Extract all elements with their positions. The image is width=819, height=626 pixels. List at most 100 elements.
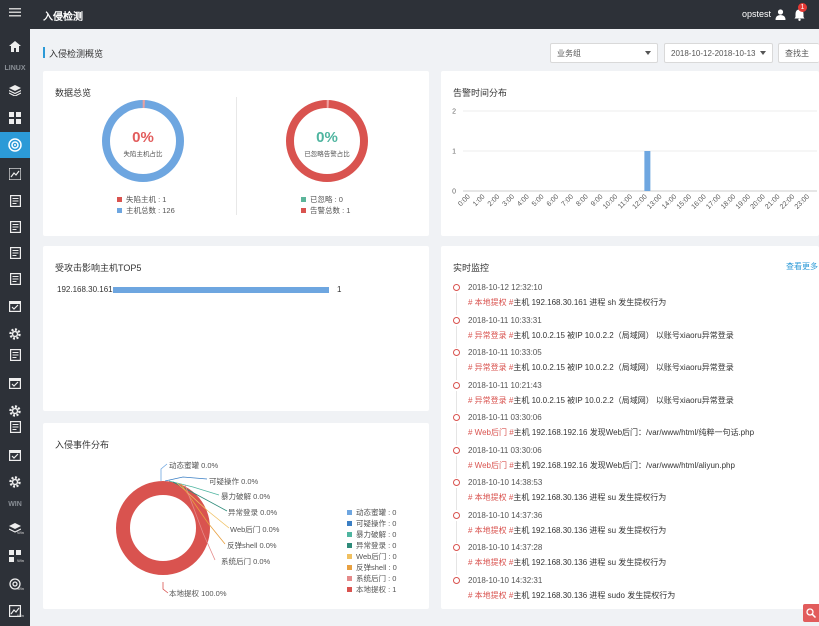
host-percent: 0% (132, 129, 154, 146)
alarm-bar[interactable] (644, 151, 651, 191)
alarm-time-card: 告警时间分布 0 1 2 0:00 1:00 2:00 3:00 4:00 5:00 6:00 7:… (441, 71, 819, 236)
chevron-down-icon (760, 51, 766, 55)
x-tick-label: 20:00 (749, 193, 766, 210)
doc-icon[interactable] (0, 417, 30, 437)
events-pie-chart (116, 463, 230, 594)
monitor-item-tag[interactable]: # Web后门 # (468, 428, 514, 437)
monitor-item-desc: # 异常登录 #主机 10.0.2.15 被IP 10.0.2.2（局域网） 以… (468, 330, 734, 341)
gear-icon[interactable] (0, 472, 30, 492)
divider (236, 97, 237, 215)
events-legend-item[interactable]: 系统后门 : 0 (347, 573, 397, 584)
x-tick-label: 13:00 (646, 193, 663, 210)
doc-icon[interactable] (0, 217, 30, 237)
x-tick-label: 11:00 (617, 193, 634, 210)
float-search-button[interactable] (803, 604, 819, 622)
alarm-time-title: 告警时间分布 (453, 88, 508, 98)
home-icon[interactable] (0, 36, 30, 56)
monitor-item-tag[interactable]: # 异常登录 # (468, 330, 514, 340)
legend-swatch (347, 521, 352, 526)
events-legend-item[interactable]: 反弹shell : 0 (347, 562, 397, 573)
menu-icon[interactable] (0, 2, 30, 22)
events-legend-item[interactable]: 动态蜜罐 : 0 (347, 507, 397, 518)
doc-icon[interactable] (0, 243, 30, 263)
monitor-item-tag[interactable]: # 本地提权 # (468, 590, 514, 600)
events-slice-local-privesc[interactable] (116, 481, 210, 575)
monitor-item-desc: # 本地提权 #主机 192.168.30.161 进程 sh 发生提权行为 (468, 297, 666, 308)
events-legend-item[interactable]: 暴力破解 : 0 (347, 529, 397, 540)
timeline-dot (453, 316, 460, 324)
grid-icon[interactable] (0, 108, 30, 128)
intrusion-icon[interactable] (0, 132, 30, 158)
alarm-legend-ignored: 已忽略 : 0 (310, 195, 343, 204)
pie-label-webshell: Web后门 0.0% (230, 525, 280, 534)
x-tick-label: 7:00 (560, 193, 575, 208)
doc-icon[interactable] (0, 269, 30, 289)
monitor-item-tag[interactable]: # 本地提权 # (468, 298, 514, 307)
timeline-line (456, 455, 457, 478)
monitor-item-text: 主机 192.168.192.16 发现Web后门：/var/www/html/… (513, 428, 755, 437)
monitor-item-tag[interactable]: # 本地提权 # (468, 525, 514, 535)
win-grid-icon[interactable]: Win (0, 546, 30, 566)
calendar-icon[interactable] (0, 445, 30, 465)
x-tick-label: 5:00 (531, 193, 546, 208)
monitor-item-tag[interactable]: # 异常登录 # (468, 363, 514, 372)
alarm-donut-chart (286, 100, 368, 182)
search-host-button[interactable]: 查找主 (778, 43, 819, 63)
x-tick-label: 3:00 (501, 193, 516, 208)
doc-icon[interactable] (0, 345, 30, 365)
monitor-item-tag[interactable]: # 本地提权 # (468, 558, 514, 567)
date-range-select[interactable]: 2018-10-12-2018-10-13 (664, 43, 773, 63)
legend-swatch (347, 554, 352, 559)
leader-line-5 (180, 483, 226, 545)
x-tick-label: 4:00 (516, 193, 531, 208)
events-legend-item[interactable]: Web后门 : 0 (347, 551, 397, 562)
monitor-item-text: 主机 192.168.192.16 发现Web后门：/var/www/html/… (513, 460, 735, 470)
win-sub-label: Win (17, 558, 24, 563)
timeline-line (456, 423, 457, 445)
monitor-item-desc: # 本地提权 #主机 192.168.30.136 进程 su 发生提权行为 (468, 525, 666, 536)
doc-icon[interactable] (0, 191, 30, 211)
events-legend-item[interactable]: 可疑操作 : 0 (347, 518, 397, 529)
pie-label-abnormal-login: 异常登录 0.0% (228, 508, 278, 517)
sidebar: LINUX WIN (0, 0, 30, 626)
win-dashboard-icon[interactable]: Win (0, 601, 30, 621)
alarm-percent: 0% (316, 129, 338, 146)
monitor-item-tag[interactable]: # Web后门 # (468, 460, 514, 470)
user-icon[interactable] (775, 9, 786, 20)
top5-card: 受攻击影响主机TOP5 192.168.30.161 1 (43, 246, 429, 411)
dashboard-icon[interactable] (0, 164, 30, 184)
sidebar-section-linux: LINUX (4, 65, 26, 72)
layers-icon[interactable] (0, 80, 30, 100)
search-host-label: 查找主 (785, 48, 809, 58)
monitor-item-desc: # Web后门 #主机 192.168.192.16 发现Web后门：/var/… (468, 460, 735, 471)
top5-bar[interactable] (113, 287, 329, 293)
win-layers-icon[interactable]: Win (0, 518, 30, 538)
business-group-value: 业务组 (557, 48, 581, 58)
legend-swatch (347, 510, 352, 515)
monitor-item-time: 2018-10-11 10:33:31 (468, 315, 542, 325)
alarm-donut-ignored (286, 100, 368, 182)
gear-icon[interactable] (0, 401, 30, 421)
monitor-item-tag[interactable]: # 异常登录 # (468, 395, 514, 405)
timeline-dot (453, 544, 460, 551)
events-legend-item[interactable]: 本地提权 : 1 (347, 584, 397, 595)
x-tick-label: 6:00 (546, 193, 561, 208)
monitor-item-desc: # 本地提权 #主机 192.168.30.136 进程 su 发生提权行为 (468, 557, 666, 568)
events-legend-text: 可疑操作 : 0 (356, 519, 397, 528)
monitor-item-tag[interactable]: # 本地提权 # (468, 493, 514, 502)
business-group-select[interactable]: 业务组 (550, 43, 658, 63)
username[interactable]: opstest (741, 9, 771, 19)
calendar-icon[interactable] (0, 373, 30, 393)
events-legend-item[interactable]: 异常登录 : 0 (347, 540, 397, 551)
timeline-line (456, 325, 457, 348)
calendar-icon[interactable] (0, 296, 30, 316)
win-intrusion-icon[interactable]: Win (0, 574, 30, 594)
y-tick-label: 1 (452, 149, 456, 156)
timeline-line (456, 358, 457, 380)
gear-icon[interactable] (0, 324, 30, 344)
view-more-link[interactable]: 查看更多 (786, 262, 818, 271)
monitor-item-time: 2018-10-11 03:30:06 (468, 445, 542, 455)
app-title: 入侵检测 (43, 12, 83, 23)
events-legend-text: 动态蜜罐 : 0 (356, 508, 397, 517)
